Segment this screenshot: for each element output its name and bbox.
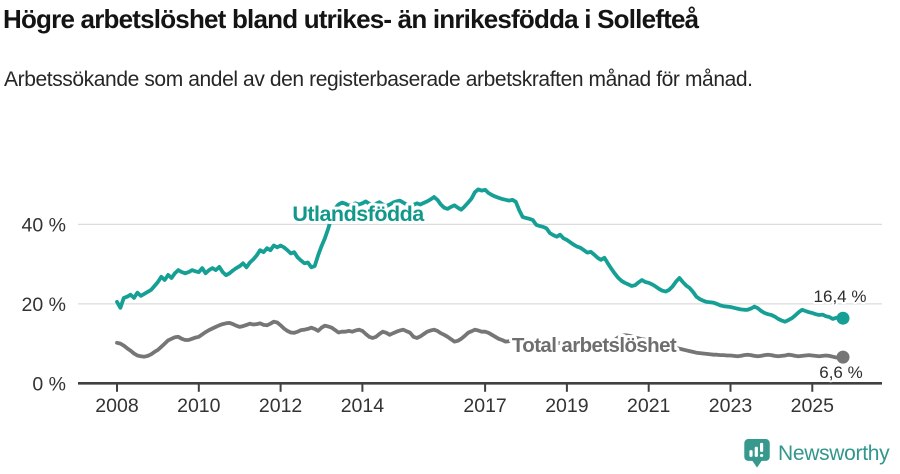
y-tick-label-40: 40 % xyxy=(22,214,66,236)
gridlines: 0 % 20 % 40 % xyxy=(22,214,882,395)
y-tick-label-0: 0 % xyxy=(32,373,66,395)
series-line-1 xyxy=(115,319,845,360)
x-axis: 2008 2010 2012 2014 2017 2019 2021 2023 2025 xyxy=(78,381,882,417)
x-tick-label-2014: 2014 xyxy=(341,395,385,417)
chart-title: Högre arbetslöshet bland utrikes- än inr… xyxy=(3,4,699,34)
series-line-0 xyxy=(115,187,845,324)
x-tick-label-2019: 2019 xyxy=(545,395,588,417)
logo-bar-medium xyxy=(754,446,758,457)
chart-subtitle: Arbetssökande som andel av den registerb… xyxy=(4,68,753,91)
x-tick-label-2025: 2025 xyxy=(791,395,835,417)
y-tick-label-20: 20 % xyxy=(22,294,66,316)
logo-exclamation-bar xyxy=(760,442,764,452)
newsworthy-logo-icon xyxy=(744,439,770,468)
x-tick-label-2012: 2012 xyxy=(259,395,302,417)
x-tick-label-2008: 2008 xyxy=(95,395,138,417)
end-value-label-utlandsfodda: 16,4 % xyxy=(814,287,867,306)
series-label-utlandsfodda: Utlandsfödda xyxy=(292,202,425,226)
end-value-label-total: 6,6 % xyxy=(819,363,862,382)
series-end-dot-0 xyxy=(836,311,850,325)
x-tick-label-2023: 2023 xyxy=(709,395,752,417)
x-tick-label-2021: 2021 xyxy=(627,395,670,417)
newsworthy-logo-text: Newsworthy xyxy=(778,441,890,465)
x-tick-label-2010: 2010 xyxy=(177,395,221,417)
series-lines xyxy=(115,187,850,364)
logo-bar-small xyxy=(749,450,753,457)
logo-exclamation-dot xyxy=(760,454,764,457)
series-label-total-arbetsloshet: Total arbetslöshet xyxy=(512,334,677,357)
logo-pin-tail xyxy=(752,460,763,468)
x-tick-label-2017: 2017 xyxy=(463,395,506,417)
series-end-dot-1 xyxy=(836,350,850,364)
branding-footer: Newsworthy xyxy=(744,438,890,469)
